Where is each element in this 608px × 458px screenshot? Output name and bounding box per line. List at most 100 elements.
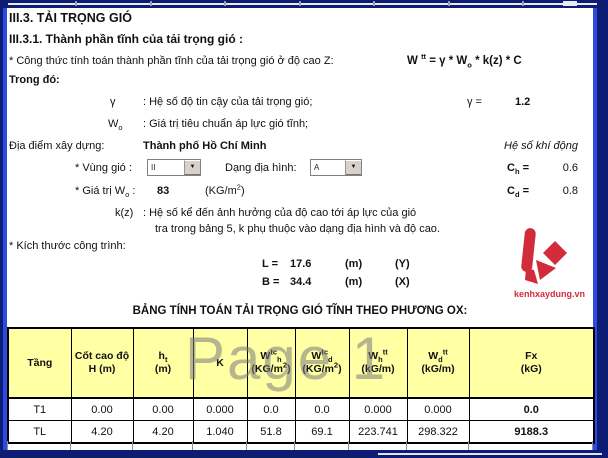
cd-sub: d [514, 190, 520, 200]
kz-row: k(z) : Hệ số kể đến ảnh hưởng của độ cao… [7, 206, 593, 221]
location-row: Địa điểm xây dựng: Thành phố Hồ Chí Minh… [7, 139, 593, 154]
cd-eq: = [519, 185, 530, 197]
header-text-segment: ) [391, 363, 395, 375]
header-text-segment: Tầng [27, 356, 53, 369]
worksheet: III.3. TẢI TRỌNG GIÓ III.3.1. Thành phần… [7, 8, 595, 450]
gamma-eq-label: γ = [467, 96, 482, 108]
logo-k-icon [521, 228, 567, 284]
column-tick [563, 1, 577, 6]
header-text-segment: (m) [154, 363, 172, 375]
dim-L-value: 17.6 [290, 258, 312, 270]
gamma-value-cell[interactable]: 1.2 [515, 96, 531, 108]
ch-value: 0.6 [562, 162, 578, 174]
column-tick [224, 1, 226, 6]
table-header-cell: ht (m) [132, 327, 194, 399]
table-cell: 0.0 [294, 397, 350, 421]
formula-part: W [407, 55, 422, 67]
table-cell: 223.741 [348, 420, 408, 444]
wo-symbol: Wo [108, 117, 123, 132]
table-cell: 298.322 [406, 420, 470, 444]
header-text-segment: 2 [282, 360, 288, 370]
formula-part: * k(z) * C [471, 55, 522, 67]
column-tick [448, 1, 450, 6]
gridline-stub [294, 441, 295, 450]
ch-base: C [507, 162, 515, 174]
header-text-segment: h [378, 355, 383, 365]
wind-zone-label: * Vùng gió : [75, 162, 132, 174]
table-cell: 0.000 [406, 397, 470, 421]
ch-label: Ch = [507, 161, 529, 176]
header-text-segment: d [438, 355, 443, 365]
header-text-segment: ) [287, 363, 291, 375]
page-break-line-bottom [378, 453, 602, 455]
wind-load-table: Tầng Cốt cao độ H (m) ht (m) K Wtch (KG/m2) Wtcd… [7, 327, 595, 444]
wo-symbol-sub: o [118, 123, 123, 133]
column-tick [522, 1, 524, 6]
dim-B-value: 34.4 [290, 276, 312, 288]
wind-zone-dropdown[interactable]: II ▼ [147, 159, 201, 176]
building-size-row: * Kích thước công trình: [7, 239, 593, 254]
dropdown-arrow-icon[interactable]: ▼ [345, 160, 361, 175]
cd-label: Cd = [507, 184, 529, 199]
ch-eq: = [519, 162, 530, 174]
dimension-L-row: L = 17.6 (m) (Y) [7, 257, 593, 272]
subsection-title: III.3.1. Thành phần tĩnh của tải trọng g… [9, 32, 243, 46]
terrain-value[interactable]: A [314, 163, 320, 172]
table-cell: TL [7, 420, 72, 444]
table-cell: 0.0 [246, 397, 296, 421]
cd-base: C [507, 185, 515, 197]
gridline-stub [246, 441, 247, 450]
partial-next-row [7, 441, 593, 450]
wind-zone-value[interactable]: II [151, 163, 156, 172]
gridline-stub [592, 441, 593, 450]
dim-L-unit: (m) [345, 258, 363, 270]
logo-text: kenhxaydung.vn [514, 289, 586, 299]
in-which-label: Trong đó: [9, 74, 60, 86]
column-tick-bar [8, 3, 597, 5]
header-text-segment: ) [451, 363, 455, 375]
wo-value-cell[interactable]: 83 [157, 185, 170, 197]
table-cell: 0.000 [348, 397, 408, 421]
header-text-segment: h [277, 355, 282, 365]
header-text-segment: tt [382, 347, 388, 357]
gridline-stub [406, 441, 407, 450]
column-tick [75, 1, 77, 6]
table-title: BẢNG TÍNH TOÁN TẢI TRỌNG GIÓ TĨNH THEO P… [132, 305, 468, 317]
gamma-desc: : Hệ số độ tin cậy của tải trọng gió; [143, 96, 313, 108]
wo-unit-pre: (KG/m [205, 185, 237, 197]
aero-coef-label: Hệ số khí động [504, 140, 578, 152]
header-text-segment: W [260, 350, 271, 362]
formula-part: tt [421, 52, 427, 62]
dim-B-axis: (X) [395, 276, 410, 288]
gridline-stub [132, 441, 133, 450]
in-which-row: Trong đó: [7, 73, 593, 88]
table-cell: 4.20 [70, 420, 134, 444]
table-header-cell: Cốt cao độ H (m) [70, 327, 134, 399]
wo-symbol-base: W [108, 118, 119, 130]
header-text-segment: tc [270, 347, 277, 357]
dim-L-name: L = [262, 258, 279, 270]
wo-unit-sup: 2 [236, 182, 241, 192]
table-cell: 9188.3 [468, 420, 595, 444]
section-title: III.3. TẢI TRỌNG GIÓ [9, 11, 132, 25]
dropdown-arrow-icon[interactable]: ▼ [184, 160, 200, 175]
column-tick [150, 1, 152, 6]
table-header-row: Tầng Cốt cao độ H (m) ht (m) K Wtch (KG/m2) Wtcd… [7, 327, 595, 399]
wo-desc: : Giá trị tiêu chuẩn áp lực gió tĩnh; [143, 118, 309, 130]
kz-symbol: k(z) [115, 207, 134, 219]
gridline-stub [192, 441, 193, 450]
wo-label-post: : [129, 185, 136, 197]
static-wind-formula: W tt = γ * Wo * k(z) * C [407, 52, 522, 69]
table-cell: 4.20 [132, 420, 194, 444]
terrain-label: Dạng địa hình: [225, 162, 297, 174]
header-text-segment: Fx [525, 350, 538, 362]
column-tick [373, 1, 375, 6]
header-text-segment: 2 [333, 360, 339, 370]
terrain-dropdown[interactable]: A ▼ [310, 159, 362, 176]
header-text-segment: H (m) [88, 363, 116, 375]
ch-sub: h [514, 167, 520, 177]
table-cell: 0.00 [132, 397, 194, 421]
wo-value-row: * Giá trị Wo : 83 (KG/m2) Cd = 0.8 [7, 182, 593, 199]
location-value: Thành phố Hồ Chí Minh [143, 140, 267, 152]
